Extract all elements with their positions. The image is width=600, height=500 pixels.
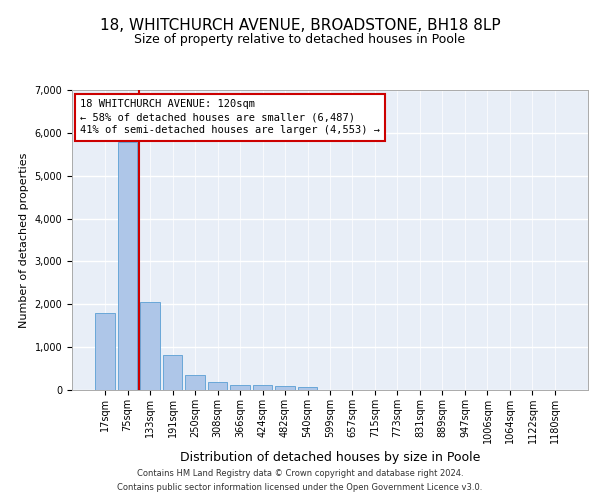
Text: Size of property relative to detached houses in Poole: Size of property relative to detached ho… bbox=[134, 32, 466, 46]
Bar bbox=[163, 355, 182, 390]
Text: 18, WHITCHURCH AVENUE, BROADSTONE, BH18 8LP: 18, WHITCHURCH AVENUE, BROADSTONE, BH18 … bbox=[100, 18, 500, 32]
Bar bbox=[140, 302, 160, 390]
Bar bbox=[253, 386, 272, 390]
Bar bbox=[230, 385, 250, 390]
X-axis label: Distribution of detached houses by size in Poole: Distribution of detached houses by size … bbox=[180, 452, 480, 464]
Text: Contains public sector information licensed under the Open Government Licence v3: Contains public sector information licen… bbox=[118, 484, 482, 492]
Bar bbox=[185, 375, 205, 390]
Text: 18 WHITCHURCH AVENUE: 120sqm
← 58% of detached houses are smaller (6,487)
41% of: 18 WHITCHURCH AVENUE: 120sqm ← 58% of de… bbox=[80, 99, 380, 136]
Bar bbox=[298, 387, 317, 390]
Bar bbox=[208, 382, 227, 390]
Y-axis label: Number of detached properties: Number of detached properties bbox=[19, 152, 29, 328]
Bar bbox=[95, 314, 115, 390]
Text: Contains HM Land Registry data © Crown copyright and database right 2024.: Contains HM Land Registry data © Crown c… bbox=[137, 468, 463, 477]
Bar bbox=[275, 386, 295, 390]
Bar bbox=[118, 142, 137, 390]
